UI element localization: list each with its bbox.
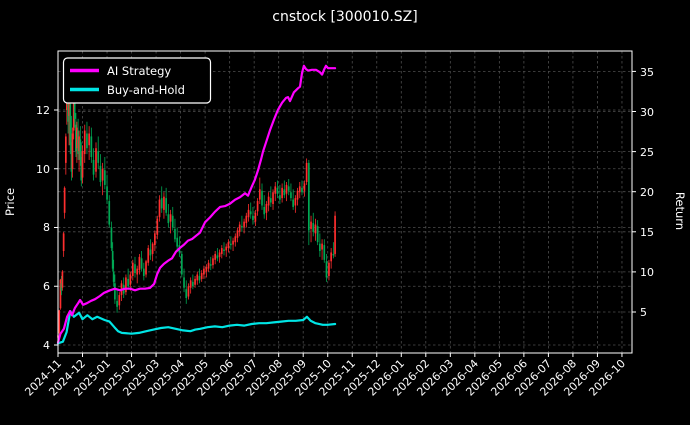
return-tick-label: 5 <box>640 306 647 319</box>
return-tick-labels: 5 10 15 20 25 30 35 <box>640 66 654 319</box>
price-tick-label: 10 <box>36 163 50 176</box>
return-tick-label: 15 <box>640 226 654 239</box>
price-tick-labels: 4 6 8 10 12 <box>36 104 50 352</box>
legend-box <box>62 57 212 104</box>
legend-buy-and-hold-label: Buy-and-Hold <box>107 83 185 97</box>
return-axis-label: Return <box>673 192 687 230</box>
legend-ai-strategy-label: AI Strategy <box>107 64 171 78</box>
return-tick-label: 35 <box>640 66 654 79</box>
price-tick-label: 8 <box>43 221 50 234</box>
price-axis-label: Price <box>3 188 17 216</box>
x-tick-labels: 2024-11 2024-12 2025-01 2025-02 2025-03 … <box>22 357 628 399</box>
chart-title: cnstock [300010.SZ] <box>272 9 417 25</box>
legend: AI Strategy Buy-and-Hold <box>62 57 212 104</box>
price-tick-label: 12 <box>36 104 50 117</box>
price-tick-label: 4 <box>43 339 50 352</box>
price-tick-label: 6 <box>43 280 50 293</box>
return-tick-label: 30 <box>640 106 654 119</box>
return-tick-label: 20 <box>640 186 654 199</box>
return-tick-label: 25 <box>640 146 654 159</box>
return-tick-label: 10 <box>640 266 654 279</box>
